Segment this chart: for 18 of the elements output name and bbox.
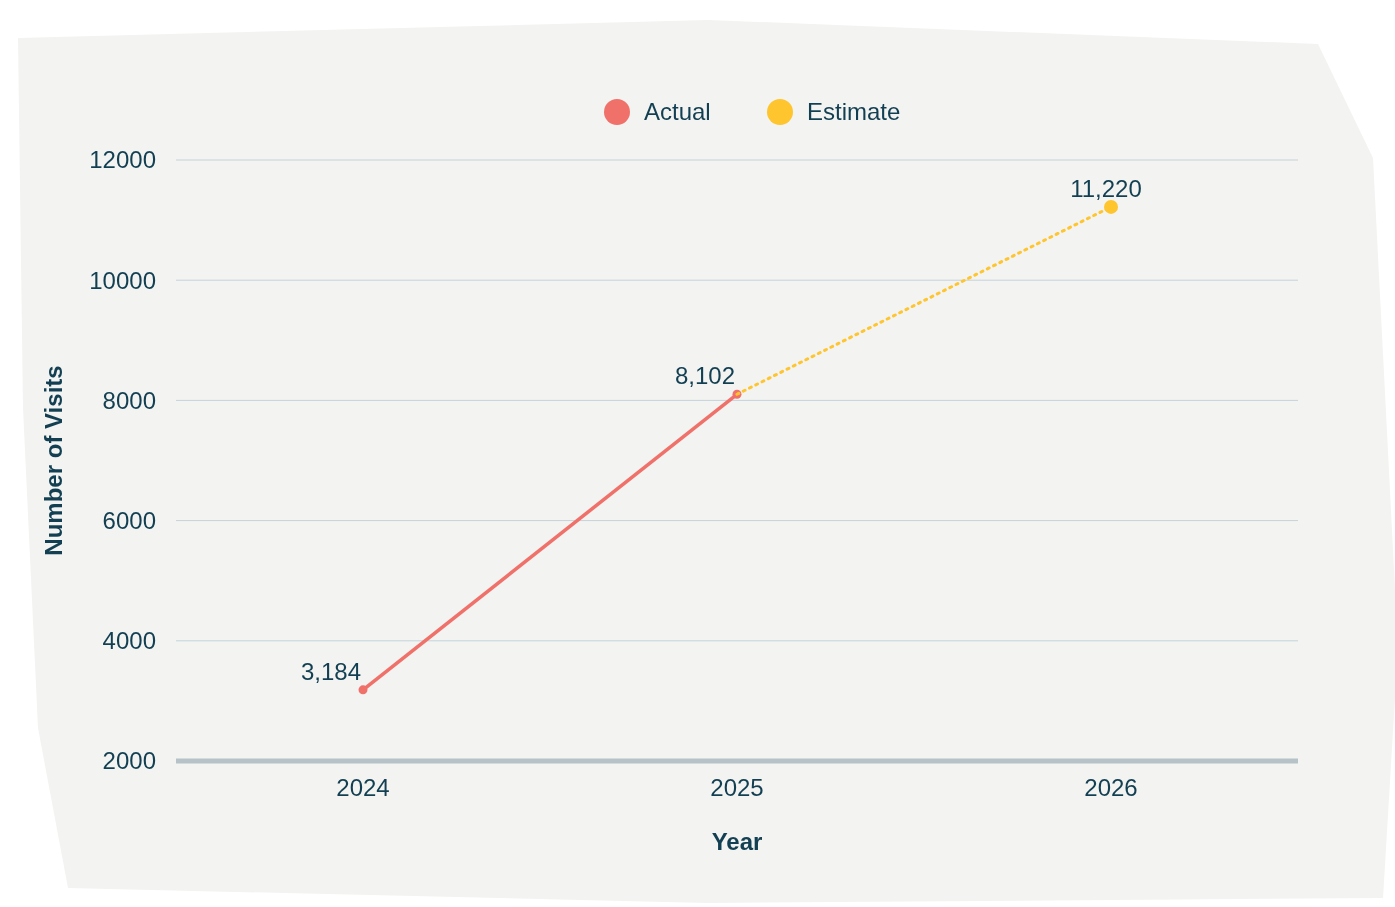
y-tick-label: 8000: [102, 386, 156, 414]
y-tick-label: 4000: [102, 627, 156, 655]
data-label: 11,220: [1070, 174, 1142, 202]
data-label: 3,184: [300, 657, 361, 685]
point: [358, 685, 368, 695]
data-label: 8,102: [674, 362, 735, 390]
y-tick-label: 12000: [89, 146, 156, 174]
y-tick-label: 6000: [102, 507, 156, 534]
y-tick-label: 2000: [102, 747, 156, 775]
legend-label: Estimate: [807, 98, 901, 126]
legend-label: Actual: [644, 98, 711, 126]
x-tick-label: 2025: [710, 774, 764, 801]
y-axis-title: Number of Visits: [40, 365, 67, 556]
x-tick-label: 2024: [336, 774, 390, 801]
y-tick-label: 10000: [89, 266, 156, 294]
point: [1104, 199, 1118, 214]
x-tick-label: 2026: [1084, 774, 1138, 801]
x-axis-title: Year: [711, 828, 763, 855]
